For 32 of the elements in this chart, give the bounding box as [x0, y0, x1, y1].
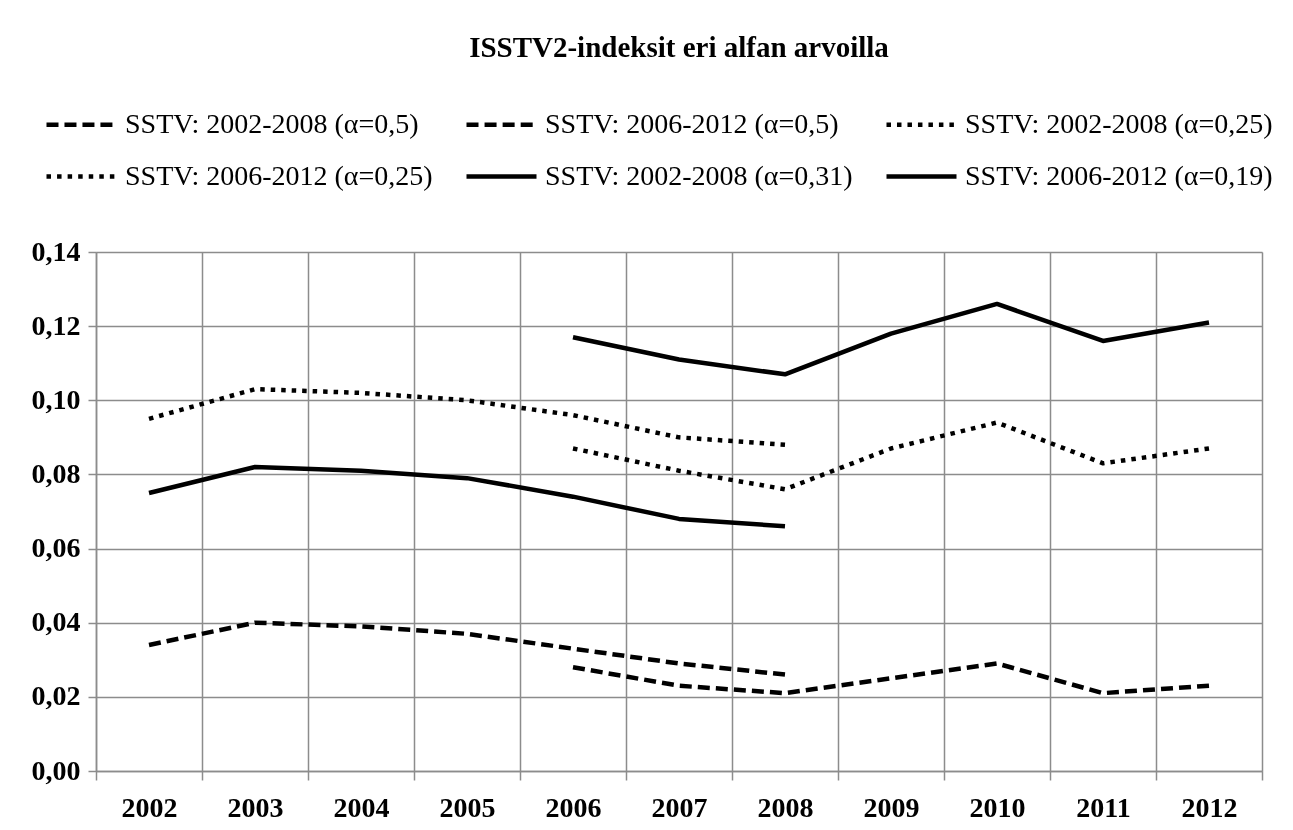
legend-label: SSTV: 2006-2012 (α=0,19)	[965, 159, 1273, 191]
y-tick-label: 0,14	[31, 235, 81, 267]
line-series	[570, 301, 1212, 377]
y-tick-label: 0,08	[31, 457, 81, 489]
line-series	[146, 620, 788, 677]
x-tick-label: 2008	[757, 791, 814, 823]
x-tick-label: 2012	[1181, 791, 1238, 823]
legend-label: SSTV: 2002-2008 (α=0,5)	[125, 107, 419, 139]
y-tick-label: 0,12	[31, 309, 81, 341]
y-tick-label: 0,06	[31, 532, 81, 564]
legend-label: SSTV: 2006-2012 (α=0,25)	[125, 159, 433, 191]
y-tick-label: 0,04	[31, 606, 81, 638]
legend-label: SSTV: 2002-2008 (α=0,25)	[965, 107, 1273, 139]
line-series	[146, 464, 788, 529]
x-tick-label: 2010	[969, 791, 1026, 823]
line-series	[570, 420, 1212, 492]
y-tick-label: 0,10	[31, 383, 81, 415]
x-tick-label: 2007	[651, 791, 708, 823]
y-tick-label: 0,02	[31, 680, 81, 712]
y-tick-label: 0,00	[31, 754, 81, 786]
legend-label: SSTV: 2006-2012 (α=0,5)	[545, 107, 839, 139]
line-series	[146, 386, 788, 448]
x-tick-label: 2004	[333, 791, 390, 823]
legend-label: SSTV: 2002-2008 (α=0,31)	[545, 159, 853, 191]
chart-title: ISSTV2-indeksit eri alfan arvoilla	[469, 31, 890, 63]
x-tick-label: 2005	[439, 791, 496, 823]
x-tick-label: 2009	[863, 791, 920, 823]
line-series	[570, 661, 1212, 696]
x-tick-label: 2002	[121, 791, 178, 823]
x-tick-label: 2003	[227, 791, 284, 823]
x-tick-label: 2006	[545, 791, 602, 823]
x-tick-label: 2011	[1076, 791, 1131, 823]
